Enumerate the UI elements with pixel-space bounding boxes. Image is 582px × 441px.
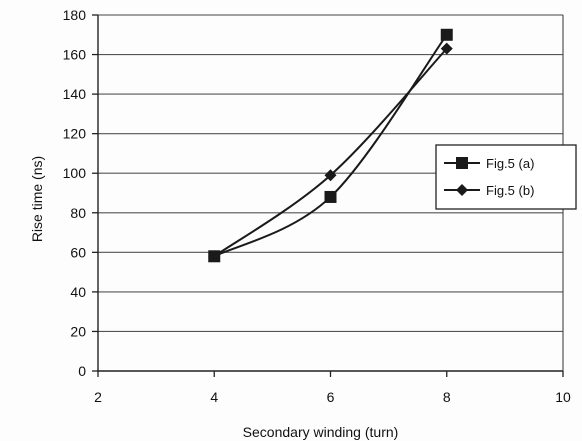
tick-labels: 0 20 40 60 80 100 120 140 160 180 2 4 6 8 10 bbox=[63, 7, 571, 405]
y-axis-title: Rise time (ns) bbox=[29, 156, 45, 242]
x-tick-label: 10 bbox=[555, 389, 571, 405]
series-line-2 bbox=[213, 47, 448, 258]
y-tick-label: 160 bbox=[63, 47, 87, 63]
square-marker-1-2 bbox=[324, 190, 337, 203]
y-tick-label: 0 bbox=[78, 363, 86, 379]
square-marker-1-3 bbox=[440, 28, 453, 41]
diamond-marker-2-3 bbox=[440, 42, 453, 55]
legend-label-2: Fig.5 (b) bbox=[486, 183, 534, 198]
diamond-marker-2-1 bbox=[208, 250, 221, 263]
legend-diamond-marker-2 bbox=[456, 184, 468, 196]
y-tick-label: 100 bbox=[63, 165, 87, 181]
series-lines bbox=[208, 28, 453, 263]
series-line-1 bbox=[213, 34, 448, 258]
y-tick-label: 120 bbox=[63, 126, 87, 142]
y-tick-label: 140 bbox=[63, 86, 87, 102]
legend: Fig.5 (a) Fig.5 (b) bbox=[435, 144, 577, 210]
legend-label-1: Fig.5 (a) bbox=[486, 156, 534, 171]
legend-square-marker-1 bbox=[456, 157, 468, 169]
y-tick-label: 20 bbox=[70, 323, 86, 339]
x-tick-label: 2 bbox=[94, 389, 102, 405]
x-axis-title: Secondary winding (turn) bbox=[243, 424, 399, 440]
y-tick-label: 40 bbox=[70, 284, 86, 300]
y-tick-label: 60 bbox=[70, 244, 86, 260]
legend-box bbox=[435, 144, 577, 210]
x-tick-label: 8 bbox=[443, 389, 451, 405]
y-tick-label: 180 bbox=[63, 7, 87, 23]
x-tick-label: 4 bbox=[210, 389, 218, 405]
x-tick-label: 6 bbox=[327, 389, 335, 405]
y-tick-label: 80 bbox=[70, 205, 86, 221]
diamond-marker-2-2 bbox=[324, 169, 337, 182]
